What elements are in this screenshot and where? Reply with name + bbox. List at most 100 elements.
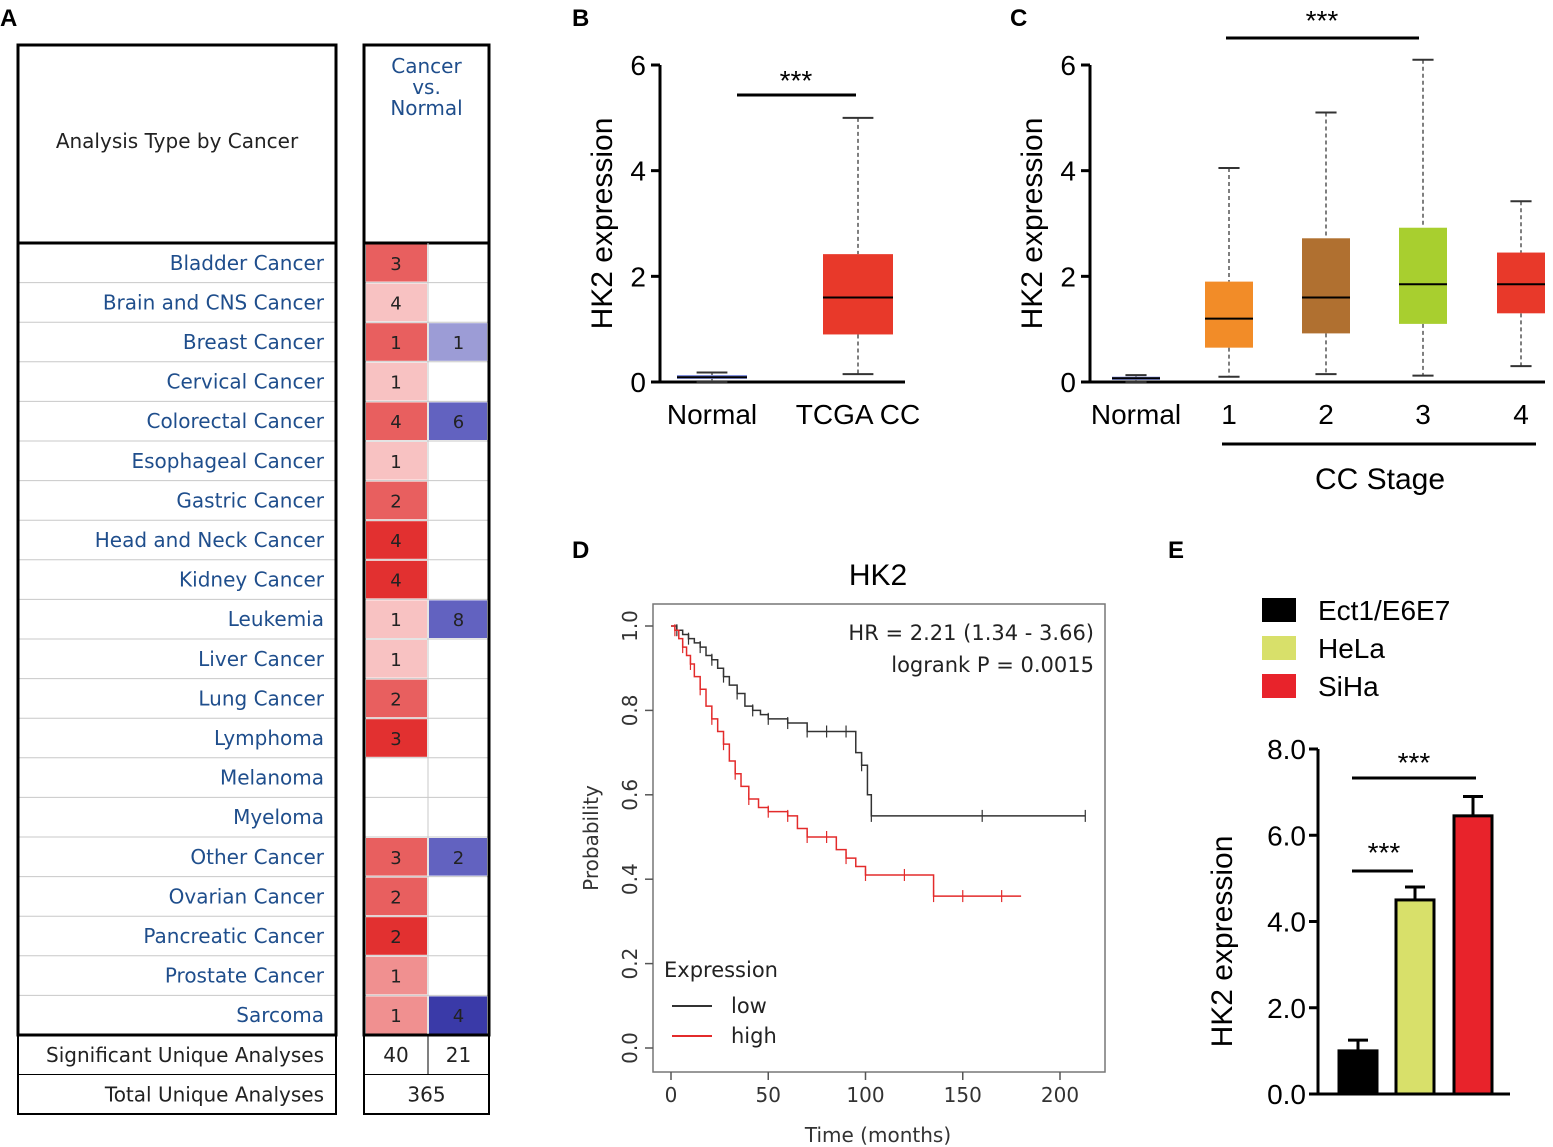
hazard-ratio: HR = 2.21 (1.34 - 3.66) <box>848 621 1094 645</box>
up-cell <box>366 600 427 638</box>
y-tick-label: 6 <box>1060 50 1076 81</box>
panel-d-km-survival: D HK2 0 50 100 150 200 0.0 0.2 0.4 0.6 0.8 1.0 Time (… <box>572 537 1106 1147</box>
x-tick-label: TCGA CC <box>796 399 920 430</box>
legend-label: HeLa <box>1318 633 1385 664</box>
cancer-name: Bladder Cancer <box>170 251 325 275</box>
y-tick-label: 4 <box>1060 156 1076 187</box>
box <box>1205 281 1253 348</box>
up-count: 1 <box>390 452 401 473</box>
up-cell <box>366 521 427 559</box>
up-count: 3 <box>390 729 401 750</box>
y-tick-label: 1.0 <box>618 610 642 642</box>
up-count: 1 <box>390 967 401 988</box>
down-cell <box>429 838 487 876</box>
cancer-name: Other Cancer <box>190 845 324 869</box>
x-tick-label: 100 <box>846 1083 884 1107</box>
y-axis-label: HK2 expression <box>586 118 619 330</box>
panel-e-bar-chart: E 0.0 2.0 4.0 6.0 8.0 HK2 expression Ect1/E6E7 H… <box>1168 537 1510 1110</box>
up-cell <box>366 442 427 480</box>
up-count: 3 <box>390 254 401 275</box>
bar <box>1394 898 1436 1096</box>
y-tick-label: 0.0 <box>1267 1079 1306 1110</box>
cancer-name: Prostate Cancer <box>165 964 325 988</box>
cancer-name: Melanoma <box>220 766 324 790</box>
y-tick-label: 8.0 <box>1267 734 1306 765</box>
legend-title: Expression <box>664 958 778 982</box>
significance-stars: *** <box>1398 747 1431 778</box>
panel-label-d: D <box>572 537 589 564</box>
up-count: 4 <box>390 293 401 314</box>
down-cell <box>429 600 487 638</box>
up-cell <box>366 362 427 401</box>
cancer-name: Kidney Cancer <box>179 568 325 592</box>
down-cell <box>429 323 487 361</box>
up-count: 2 <box>390 927 401 948</box>
down-cell <box>429 402 487 440</box>
up-cell <box>366 956 427 995</box>
x-axis-label: CC Stage <box>1315 463 1445 496</box>
y-tick-label: 0.2 <box>618 948 642 980</box>
x-tick-label: 200 <box>1041 1083 1079 1107</box>
y-tick-label: 0 <box>630 367 646 398</box>
cancer-name: Pancreatic Cancer <box>143 924 324 948</box>
up-count: 1 <box>390 1006 401 1027</box>
up-cell <box>366 244 427 282</box>
x-tick-label: Normal <box>1091 399 1181 430</box>
y-tick-label: 2 <box>630 261 646 292</box>
cancer-name: Lymphoma <box>214 726 324 750</box>
header-right-text: Cancer <box>391 54 462 78</box>
y-tick-label: 0.8 <box>618 694 642 726</box>
down-count: 1 <box>453 333 464 354</box>
x-tick-label: 1 <box>1221 399 1237 430</box>
total-count: 365 <box>407 1082 445 1106</box>
down-count: 2 <box>453 848 464 869</box>
cancer-name: Lung Cancer <box>198 686 324 710</box>
up-count: 2 <box>390 887 401 908</box>
up-count: 4 <box>390 412 401 433</box>
cancer-name: Leukemia <box>228 607 324 631</box>
cancer-name: Gastric Cancer <box>176 488 324 512</box>
legend-label: SiHa <box>1318 671 1379 702</box>
legend-label: Ect1/E6E7 <box>1318 595 1450 626</box>
x-tick-label: 2 <box>1318 399 1334 430</box>
up-cell <box>366 283 427 322</box>
significant-down: 21 <box>446 1043 471 1067</box>
up-count: 1 <box>390 650 401 671</box>
up-count: 2 <box>390 491 401 512</box>
up-count: 4 <box>390 571 401 592</box>
y-tick-label: 2.0 <box>1267 993 1306 1024</box>
y-tick-label: 0 <box>1060 367 1076 398</box>
header-left-text: Analysis Type by Cancer <box>56 129 299 153</box>
panel-b-boxplot: B 0 2 4 6 HK2 expression Normal TCGA CC *** <box>572 5 920 430</box>
legend-label-high: high <box>731 1024 777 1048</box>
x-tick-label: 0 <box>665 1083 678 1107</box>
legend-swatch <box>1262 598 1296 622</box>
up-cell <box>366 640 427 678</box>
significant-label: Significant Unique Analyses <box>46 1043 324 1067</box>
significance-stars: *** <box>1306 5 1339 36</box>
up-cell <box>366 679 427 718</box>
y-tick-label: 0.4 <box>618 863 642 895</box>
y-tick-label: 4 <box>630 156 646 187</box>
up-count: 1 <box>390 373 401 394</box>
legend-swatch <box>1262 674 1296 698</box>
panel-label-c: C <box>1010 5 1027 32</box>
header-right-text: Normal <box>390 96 462 120</box>
significance-stars: *** <box>780 65 813 96</box>
total-label: Total Unique Analyses <box>104 1082 324 1106</box>
logrank-p: logrank P = 0.0015 <box>891 653 1094 677</box>
cancer-name: Liver Cancer <box>198 647 325 671</box>
y-tick-label: 6 <box>630 50 646 81</box>
panel-label-a: A <box>0 5 17 32</box>
y-axis-label: Probability <box>579 785 603 891</box>
header-right-text: vs. <box>412 75 441 99</box>
box <box>1497 252 1545 314</box>
panel-label-b: B <box>572 5 589 32</box>
cancer-name: Esophageal Cancer <box>131 449 324 473</box>
y-tick-label: 4.0 <box>1267 907 1306 938</box>
panel-label-e: E <box>1168 537 1184 564</box>
down-cell <box>429 996 487 1034</box>
x-tick-label: 50 <box>756 1083 781 1107</box>
